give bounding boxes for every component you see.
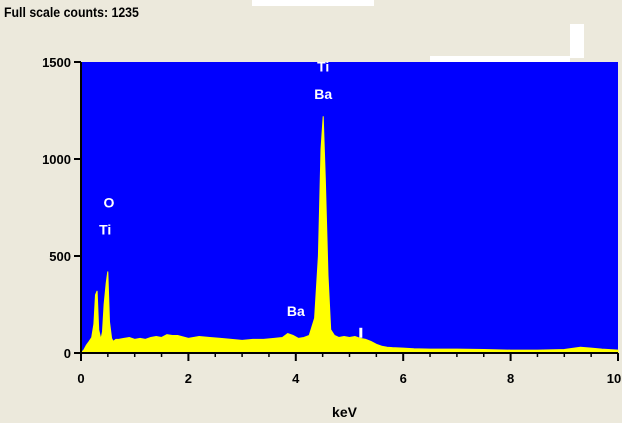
peak-label-ba: Ba (287, 303, 305, 319)
x-tick-label: 6 (400, 371, 407, 386)
cursor-marker (359, 327, 363, 338)
full-scale-counts-label: Full scale counts: 1235 (4, 4, 139, 20)
y-tick-label: 0 (64, 346, 71, 361)
spectrum-layer (79, 116, 619, 354)
peak-label-o: O (103, 195, 114, 211)
x-axis-title: keV (332, 404, 358, 420)
x-tick-label: 2 (185, 371, 192, 386)
top-right-white-strip (430, 56, 570, 62)
x-tick-label: 4 (292, 371, 300, 386)
y-tick-label: 500 (49, 249, 71, 264)
plot-area (81, 62, 618, 353)
peak-label-ti: Ti (99, 222, 111, 238)
y-tick-label: 1000 (42, 152, 71, 167)
top-white-strip (252, 0, 374, 6)
peak-annotations: Ti Ba O Ti Ba (99, 59, 332, 319)
spectrum-series-0 (79, 116, 619, 354)
x-tick-label: 0 (77, 371, 84, 386)
peak-label-ba: Ba (314, 86, 332, 102)
y-tick-label: 1500 (42, 55, 71, 70)
x-tick-label: 10 (607, 371, 621, 386)
peak-label-ti: Ti (317, 59, 329, 75)
y-ticks: 0 500 1000 1500 (42, 55, 81, 361)
x-ticks: 0 2 4 6 8 10 (77, 353, 621, 386)
top-right-white-block (570, 24, 584, 58)
x-tick-label: 8 (507, 371, 514, 386)
